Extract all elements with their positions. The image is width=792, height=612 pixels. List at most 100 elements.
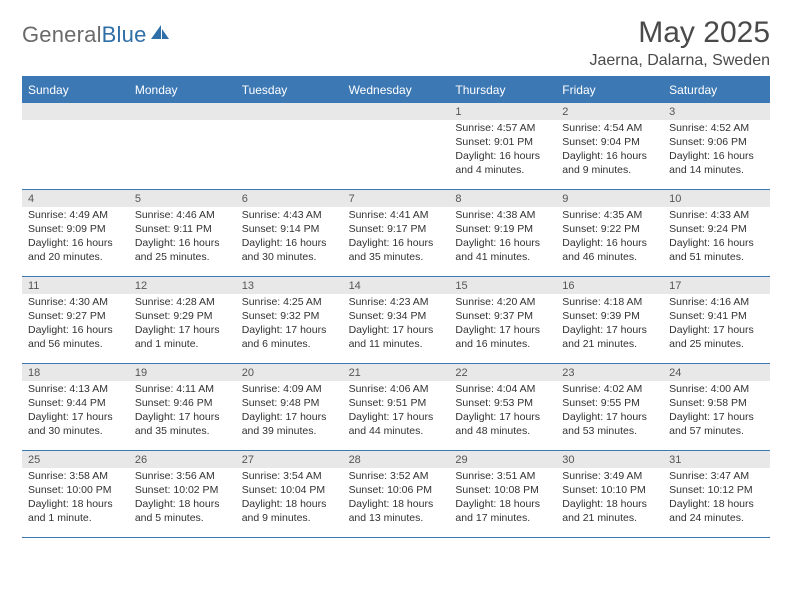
sunset-text: Sunset: 10:08 PM	[455, 484, 550, 498]
day-body: Sunrise: 4:49 AMSunset: 9:09 PMDaylight:…	[22, 207, 129, 268]
day-body: Sunrise: 4:52 AMSunset: 9:06 PMDaylight:…	[663, 120, 770, 181]
day-cell: 26Sunrise: 3:56 AMSunset: 10:02 PMDaylig…	[129, 451, 236, 537]
day-number: 12	[129, 277, 236, 294]
logo: GeneralBlue	[22, 16, 170, 48]
day-cell: 4Sunrise: 4:49 AMSunset: 9:09 PMDaylight…	[22, 190, 129, 276]
daylight-text: and 11 minutes.	[349, 338, 444, 352]
day-number: 9	[556, 190, 663, 207]
daylight-text: and 44 minutes.	[349, 425, 444, 439]
day-number: 16	[556, 277, 663, 294]
daylight-text: and 9 minutes.	[242, 512, 337, 526]
sunset-text: Sunset: 9:46 PM	[135, 397, 230, 411]
daylight-text: Daylight: 16 hours	[455, 237, 550, 251]
day-body: Sunrise: 4:43 AMSunset: 9:14 PMDaylight:…	[236, 207, 343, 268]
sunrise-text: Sunrise: 4:09 AM	[242, 383, 337, 397]
sunrise-text: Sunrise: 4:35 AM	[562, 209, 657, 223]
day-cell: 14Sunrise: 4:23 AMSunset: 9:34 PMDayligh…	[343, 277, 450, 363]
day-cell: 12Sunrise: 4:28 AMSunset: 9:29 PMDayligh…	[129, 277, 236, 363]
sunrise-text: Sunrise: 3:47 AM	[669, 470, 764, 484]
day-cell: 7Sunrise: 4:41 AMSunset: 9:17 PMDaylight…	[343, 190, 450, 276]
day-cell: 24Sunrise: 4:00 AMSunset: 9:58 PMDayligh…	[663, 364, 770, 450]
sunrise-text: Sunrise: 4:18 AM	[562, 296, 657, 310]
daylight-text: Daylight: 18 hours	[669, 498, 764, 512]
day-cell: 2Sunrise: 4:54 AMSunset: 9:04 PMDaylight…	[556, 103, 663, 189]
day-number	[22, 103, 129, 120]
sunrise-text: Sunrise: 4:28 AM	[135, 296, 230, 310]
day-body: Sunrise: 4:54 AMSunset: 9:04 PMDaylight:…	[556, 120, 663, 181]
daylight-text: and 21 minutes.	[562, 512, 657, 526]
day-number: 11	[22, 277, 129, 294]
day-body: Sunrise: 4:33 AMSunset: 9:24 PMDaylight:…	[663, 207, 770, 268]
sunset-text: Sunset: 10:00 PM	[28, 484, 123, 498]
daylight-text: and 35 minutes.	[349, 251, 444, 265]
day-cell: 6Sunrise: 4:43 AMSunset: 9:14 PMDaylight…	[236, 190, 343, 276]
daylight-text: and 24 minutes.	[669, 512, 764, 526]
day-body: Sunrise: 3:54 AMSunset: 10:04 PMDaylight…	[236, 468, 343, 529]
daylight-text: and 17 minutes.	[455, 512, 550, 526]
sunrise-text: Sunrise: 4:06 AM	[349, 383, 444, 397]
day-cell: 21Sunrise: 4:06 AMSunset: 9:51 PMDayligh…	[343, 364, 450, 450]
day-cell: 10Sunrise: 4:33 AMSunset: 9:24 PMDayligh…	[663, 190, 770, 276]
day-number: 7	[343, 190, 450, 207]
daylight-text: Daylight: 16 hours	[242, 237, 337, 251]
sunset-text: Sunset: 10:02 PM	[135, 484, 230, 498]
daylight-text: Daylight: 17 hours	[242, 411, 337, 425]
day-number: 21	[343, 364, 450, 381]
day-body: Sunrise: 3:56 AMSunset: 10:02 PMDaylight…	[129, 468, 236, 529]
daylight-text: and 51 minutes.	[669, 251, 764, 265]
daylight-text: Daylight: 16 hours	[562, 150, 657, 164]
daylight-text: and 13 minutes.	[349, 512, 444, 526]
logo-word2: Blue	[102, 22, 147, 47]
dow-mon: Monday	[129, 78, 236, 103]
daylight-text: Daylight: 18 hours	[562, 498, 657, 512]
sunrise-text: Sunrise: 4:16 AM	[669, 296, 764, 310]
daylight-text: Daylight: 16 hours	[455, 150, 550, 164]
daylight-text: Daylight: 17 hours	[135, 411, 230, 425]
day-number: 2	[556, 103, 663, 120]
title-block: May 2025 Jaerna, Dalarna, Sweden	[589, 16, 770, 70]
daylight-text: Daylight: 16 hours	[135, 237, 230, 251]
day-number: 25	[22, 451, 129, 468]
day-number: 31	[663, 451, 770, 468]
daylight-text: and 57 minutes.	[669, 425, 764, 439]
daylight-text: and 39 minutes.	[242, 425, 337, 439]
sunset-text: Sunset: 9:55 PM	[562, 397, 657, 411]
dow-row: Sunday Monday Tuesday Wednesday Thursday…	[22, 78, 770, 103]
sunset-text: Sunset: 9:53 PM	[455, 397, 550, 411]
dow-sat: Saturday	[663, 78, 770, 103]
sunset-text: Sunset: 10:12 PM	[669, 484, 764, 498]
daylight-text: and 1 minute.	[28, 512, 123, 526]
daylight-text: and 6 minutes.	[242, 338, 337, 352]
sunrise-text: Sunrise: 4:52 AM	[669, 122, 764, 136]
daylight-text: and 14 minutes.	[669, 164, 764, 178]
sunrise-text: Sunrise: 4:20 AM	[455, 296, 550, 310]
day-cell: 5Sunrise: 4:46 AMSunset: 9:11 PMDaylight…	[129, 190, 236, 276]
day-number	[343, 103, 450, 120]
daylight-text: Daylight: 17 hours	[349, 324, 444, 338]
daylight-text: Daylight: 17 hours	[242, 324, 337, 338]
day-body: Sunrise: 4:57 AMSunset: 9:01 PMDaylight:…	[449, 120, 556, 181]
sunrise-text: Sunrise: 4:43 AM	[242, 209, 337, 223]
daylight-text: and 25 minutes.	[669, 338, 764, 352]
day-body: Sunrise: 4:38 AMSunset: 9:19 PMDaylight:…	[449, 207, 556, 268]
day-body: Sunrise: 3:51 AMSunset: 10:08 PMDaylight…	[449, 468, 556, 529]
sunrise-text: Sunrise: 4:54 AM	[562, 122, 657, 136]
sunrise-text: Sunrise: 4:23 AM	[349, 296, 444, 310]
daylight-text: Daylight: 18 hours	[455, 498, 550, 512]
week-row: 11Sunrise: 4:30 AMSunset: 9:27 PMDayligh…	[22, 277, 770, 364]
dow-thu: Thursday	[449, 78, 556, 103]
day-number: 14	[343, 277, 450, 294]
day-number	[129, 103, 236, 120]
day-body: Sunrise: 4:13 AMSunset: 9:44 PMDaylight:…	[22, 381, 129, 442]
daylight-text: and 46 minutes.	[562, 251, 657, 265]
sunrise-text: Sunrise: 4:33 AM	[669, 209, 764, 223]
day-body: Sunrise: 4:41 AMSunset: 9:17 PMDaylight:…	[343, 207, 450, 268]
sunset-text: Sunset: 9:51 PM	[349, 397, 444, 411]
logo-sail-icon	[150, 24, 170, 47]
dow-wed: Wednesday	[343, 78, 450, 103]
day-body: Sunrise: 3:58 AMSunset: 10:00 PMDaylight…	[22, 468, 129, 529]
day-number: 20	[236, 364, 343, 381]
daylight-text: Daylight: 17 hours	[135, 324, 230, 338]
daylight-text: and 48 minutes.	[455, 425, 550, 439]
sunset-text: Sunset: 9:19 PM	[455, 223, 550, 237]
